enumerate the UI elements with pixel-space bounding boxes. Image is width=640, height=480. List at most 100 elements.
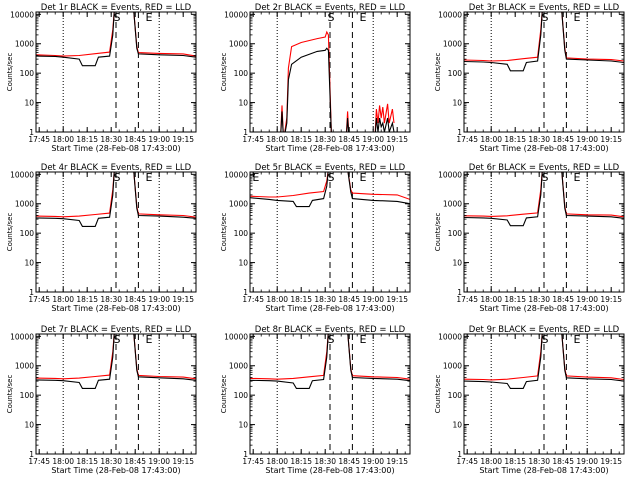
y-tick-label: 10000 [438, 10, 462, 19]
y-tick-label: 10000 [224, 170, 248, 179]
x-tick-label: 19:00 [576, 457, 598, 466]
x-tick-label: 19:00 [362, 295, 384, 304]
y-tick-label: 10 [238, 99, 248, 108]
x-tick-label: 18:45 [338, 295, 360, 304]
series-group [464, 172, 624, 227]
x-tick-label: 17:45 [28, 295, 50, 304]
y-tick-label: 100 [20, 69, 35, 78]
x-tick-label: 18:00 [266, 295, 288, 304]
chart-title: Det 5r BLACK = Events, RED = LLD [255, 163, 406, 173]
y-tick-label: 10 [24, 99, 34, 108]
x-tick-label: 18:45 [124, 457, 146, 466]
x-tick-label: 19:15 [600, 295, 622, 304]
y-tick-label: 10000 [438, 332, 462, 341]
x-tick-label: 18:30 [314, 295, 336, 304]
y-tick-label: 100 [20, 391, 35, 400]
y-tick-label: 10 [452, 99, 462, 108]
x-axis-label: Start Time (28-Feb-08 17:43:00) [479, 304, 608, 313]
series-line-black [36, 334, 196, 389]
x-tick-label: 18:15 [504, 295, 526, 304]
y-tick-label: 100 [234, 229, 249, 238]
y-tick-label: 10000 [224, 10, 248, 19]
series-group [464, 12, 624, 72]
marker-label-e: E [574, 333, 581, 346]
x-tick-label: 19:15 [600, 135, 622, 144]
x-tick-label: 18:45 [124, 295, 146, 304]
x-tick-label: 17:45 [456, 135, 478, 144]
y-tick-label: 100 [234, 69, 249, 78]
x-tick-label: 19:15 [172, 457, 194, 466]
y-tick-label: 1000 [443, 200, 462, 209]
y-tick-label: 100 [20, 229, 35, 238]
y-tick-label: 1000 [443, 362, 462, 371]
y-tick-label: 100 [448, 69, 463, 78]
x-tick-label: 18:30 [100, 457, 122, 466]
plot-frame [249, 171, 411, 293]
marker-label-e: E [360, 11, 367, 24]
x-tick-label: 18:00 [480, 135, 502, 144]
series-line-black [36, 172, 196, 227]
y-tick-label: 100 [448, 391, 463, 400]
plot-frame [35, 171, 197, 293]
marker-label-s: S [328, 333, 335, 346]
x-tick-label: 19:15 [600, 457, 622, 466]
plot-frame [35, 333, 197, 455]
x-tick-label: 18:45 [552, 135, 574, 144]
plot-frame [463, 333, 625, 455]
y-tick-label: 1 [29, 288, 34, 297]
marker-label-s: S [328, 171, 335, 184]
marker-label-e: E [146, 333, 153, 346]
marker-label-s: S [328, 11, 335, 24]
x-axis-label: Start Time (28-Feb-08 17:43:00) [479, 144, 608, 153]
y-tick-label: 10 [24, 421, 34, 430]
x-axis-label: Start Time (28-Feb-08 17:43:00) [265, 144, 394, 153]
marker-label-s: S [542, 333, 549, 346]
chart-title: Det 3r BLACK = Events, RED = LLD [469, 3, 620, 13]
y-tick-label: 1000 [229, 200, 248, 209]
x-tick-label: 19:15 [386, 295, 408, 304]
y-tick-label: 10000 [10, 10, 34, 19]
y-tick-label: 10000 [224, 332, 248, 341]
y-tick-label: 1 [243, 128, 248, 137]
x-tick-label: 18:15 [76, 457, 98, 466]
x-tick-label: 18:30 [314, 457, 336, 466]
y-tick-label: 1000 [229, 362, 248, 371]
x-tick-label: 17:45 [456, 295, 478, 304]
series-group [250, 172, 410, 208]
x-tick-label: 17:45 [28, 135, 50, 144]
series-line-black [464, 172, 624, 227]
x-tick-label: 19:15 [386, 457, 408, 466]
x-tick-label: 18:00 [266, 135, 288, 144]
x-axis-label: Start Time (28-Feb-08 17:43:00) [51, 304, 180, 313]
series-line-black [464, 334, 624, 389]
marker-label-e: E [252, 171, 259, 184]
marker-label-s: S [542, 11, 549, 24]
plot-frame [249, 11, 411, 133]
x-tick-label: 18:00 [266, 457, 288, 466]
marker-label-e: E [146, 11, 153, 24]
series-group [464, 334, 624, 389]
x-tick-label: 18:30 [100, 135, 122, 144]
marker-label-e: E [146, 171, 153, 184]
x-tick-label: 19:15 [172, 135, 194, 144]
series-line-black [250, 334, 410, 389]
y-tick-label: 10 [452, 421, 462, 430]
x-tick-label: 18:45 [338, 457, 360, 466]
x-tick-label: 18:15 [290, 457, 312, 466]
x-axis-label: Start Time (28-Feb-08 17:43:00) [51, 466, 180, 475]
y-axis-label: Counts/sec [220, 375, 228, 414]
x-tick-label: 17:45 [28, 457, 50, 466]
x-tick-label: 19:00 [148, 457, 170, 466]
marker-label-s: S [114, 333, 121, 346]
x-tick-label: 18:15 [504, 457, 526, 466]
x-axis-label: Start Time (28-Feb-08 17:43:00) [265, 466, 394, 475]
x-tick-label: 19:00 [362, 135, 384, 144]
x-tick-label: 18:15 [76, 295, 98, 304]
x-tick-label: 18:30 [314, 135, 336, 144]
x-tick-label: 18:45 [124, 135, 146, 144]
